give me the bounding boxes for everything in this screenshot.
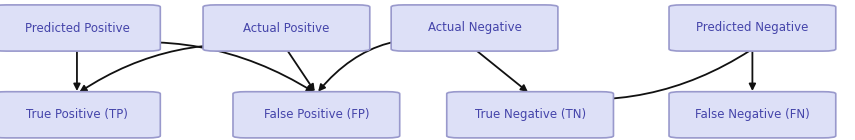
Text: False Negative (FN): False Negative (FN) (695, 108, 810, 121)
FancyBboxPatch shape (446, 92, 614, 138)
Text: False Positive (FP): False Positive (FP) (263, 108, 369, 121)
Text: Predicted Positive: Predicted Positive (25, 22, 129, 34)
FancyBboxPatch shape (0, 92, 161, 138)
FancyBboxPatch shape (233, 92, 399, 138)
Text: Actual Negative: Actual Negative (428, 22, 522, 34)
FancyBboxPatch shape (669, 92, 836, 138)
FancyBboxPatch shape (203, 5, 369, 51)
Text: Actual Positive: Actual Positive (243, 22, 330, 34)
FancyBboxPatch shape (669, 5, 836, 51)
FancyBboxPatch shape (392, 5, 558, 51)
Text: Predicted Negative: Predicted Negative (696, 22, 809, 34)
Text: True Positive (TP): True Positive (TP) (26, 108, 128, 121)
Text: True Negative (TN): True Negative (TN) (475, 108, 586, 121)
FancyBboxPatch shape (0, 5, 161, 51)
